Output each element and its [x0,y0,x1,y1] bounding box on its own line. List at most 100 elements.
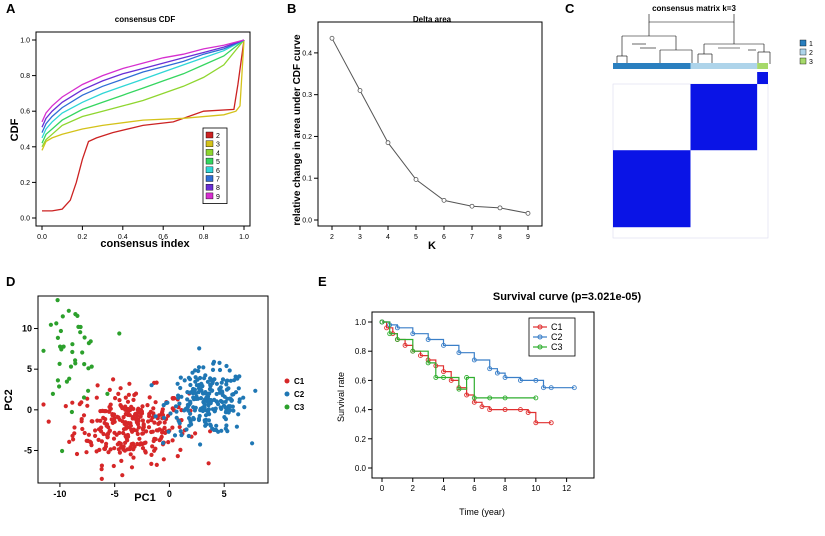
cdf-legend-swatch [205,131,214,139]
pca-point-c1 [135,431,140,437]
pca-point-c3 [57,384,62,389]
pca-point-c1 [85,403,90,408]
pca-point-c2 [184,427,189,432]
pca-point-c2 [224,423,229,428]
pca-point-c2 [203,373,208,378]
pca-point-c1 [143,440,148,445]
survival-censor-mark [433,375,439,380]
pca-point-c1 [143,449,148,454]
survival-censor-mark [387,331,393,337]
matrix-title: consensus matrix k=3 [652,4,736,13]
pca-point-c2 [213,406,218,411]
pca-point-c1 [147,414,152,419]
survival-chart: Survival curve (p=3.021e-05) Time (year)… [336,291,641,517]
pca-point-c1 [149,429,154,435]
cdf-series-line-9 [41,39,245,123]
pca-point-c2 [219,380,224,385]
pca-point-c1 [107,409,112,414]
pca-point-c3 [67,376,72,381]
cdf-legend-label: 3 [216,142,220,149]
survival-xtick-label: 2 [411,484,416,493]
pca-point-c1 [206,461,211,466]
pca-point-c1 [117,430,122,435]
pca-point-c3 [80,350,85,355]
cdf-legend-box [202,127,228,204]
cdf-title: consensus CDF [115,15,176,24]
survival-curve-c2 [382,321,575,389]
pca-point-c2 [182,378,187,383]
pca-point-c2 [173,404,179,409]
survival-legend-label: C3 [551,342,563,352]
pca-point-c2 [201,399,206,404]
pca-point-c1 [107,387,112,392]
pca-point-c2 [198,396,204,401]
pca-point-c1 [178,447,183,452]
cdf-ytick-label: 0.2 [20,180,30,187]
pca-point-c3 [81,395,87,400]
survival-title: Survival curve (p=3.021e-05) [493,291,642,303]
pca-point-c1 [127,381,132,386]
pca-legend-marker [284,378,290,384]
pca-point-c1 [89,443,94,448]
pca-point-c2 [191,417,196,422]
pca-point-c1 [136,425,141,430]
pca-point-c2 [223,405,228,410]
cdf-xtick-label: 0.6 [158,234,168,241]
pca-point-c3 [82,335,87,340]
pca-point-c2 [161,403,166,408]
pca-point-c2 [183,406,189,411]
pca-point-c1 [170,396,175,401]
pca-point-c1 [123,395,128,400]
cdf-xlabel: consensus index [100,238,190,250]
consensus-block [613,150,691,228]
pca-point-c1 [159,434,164,439]
pca-point-c2 [172,433,178,438]
cdf-series-line-6 [41,39,245,139]
pca-point-c3 [70,349,75,355]
pca-point-c1 [104,441,109,446]
pca-point-c2 [161,415,167,420]
survival-ytick-label: 0.0 [355,464,367,473]
pca-point-c2 [174,409,179,414]
cdf-ytick-label: 0.0 [20,216,30,223]
pca-point-c2 [212,377,217,382]
pca-point-c1 [101,415,106,420]
survival-censor-mark [410,348,416,354]
panel-label-c: C [565,1,575,16]
pca-point-c2 [225,396,230,401]
survival-censor-mark [525,410,531,415]
pca-point-c1 [109,417,114,422]
pca-point-c2 [242,405,247,410]
survival-xtick-label: 10 [531,484,540,493]
pca-point-c2 [210,367,216,372]
pca-point-c1 [166,440,171,445]
consensus-block [757,72,768,84]
delta-ytick-label: 0.1 [302,176,312,183]
pca-point-c1 [111,436,117,441]
pca-legend-label: C1 [294,377,305,386]
pca-point-c1 [105,432,110,437]
survival-censor-mark [394,325,400,331]
matrix-legend-label: 1 [809,41,813,48]
pca-point-c2 [253,388,258,393]
pca-point-c1 [121,415,126,420]
pca-point-c2 [218,405,223,410]
pca-point-c1 [162,420,167,425]
delta-point [385,140,391,146]
pca-point-c1 [151,438,156,444]
pca-point-c1 [123,407,128,412]
pca-point-c2 [166,429,171,434]
delta-point [441,197,447,203]
panel-label-a: A [6,1,16,16]
cdf-legend-label: 4 [216,150,220,157]
pca-point-c1 [67,439,72,444]
pca-point-c1 [133,411,138,416]
survival-censor-mark [479,404,485,410]
pca-point-c1 [127,413,132,418]
pca-point-c1 [90,419,95,424]
pca-point-c1 [170,406,175,411]
pca-point-c2 [236,386,241,391]
survival-censor-mark [487,395,493,401]
pca-point-c2 [177,401,182,406]
survival-censor-mark [487,407,493,413]
